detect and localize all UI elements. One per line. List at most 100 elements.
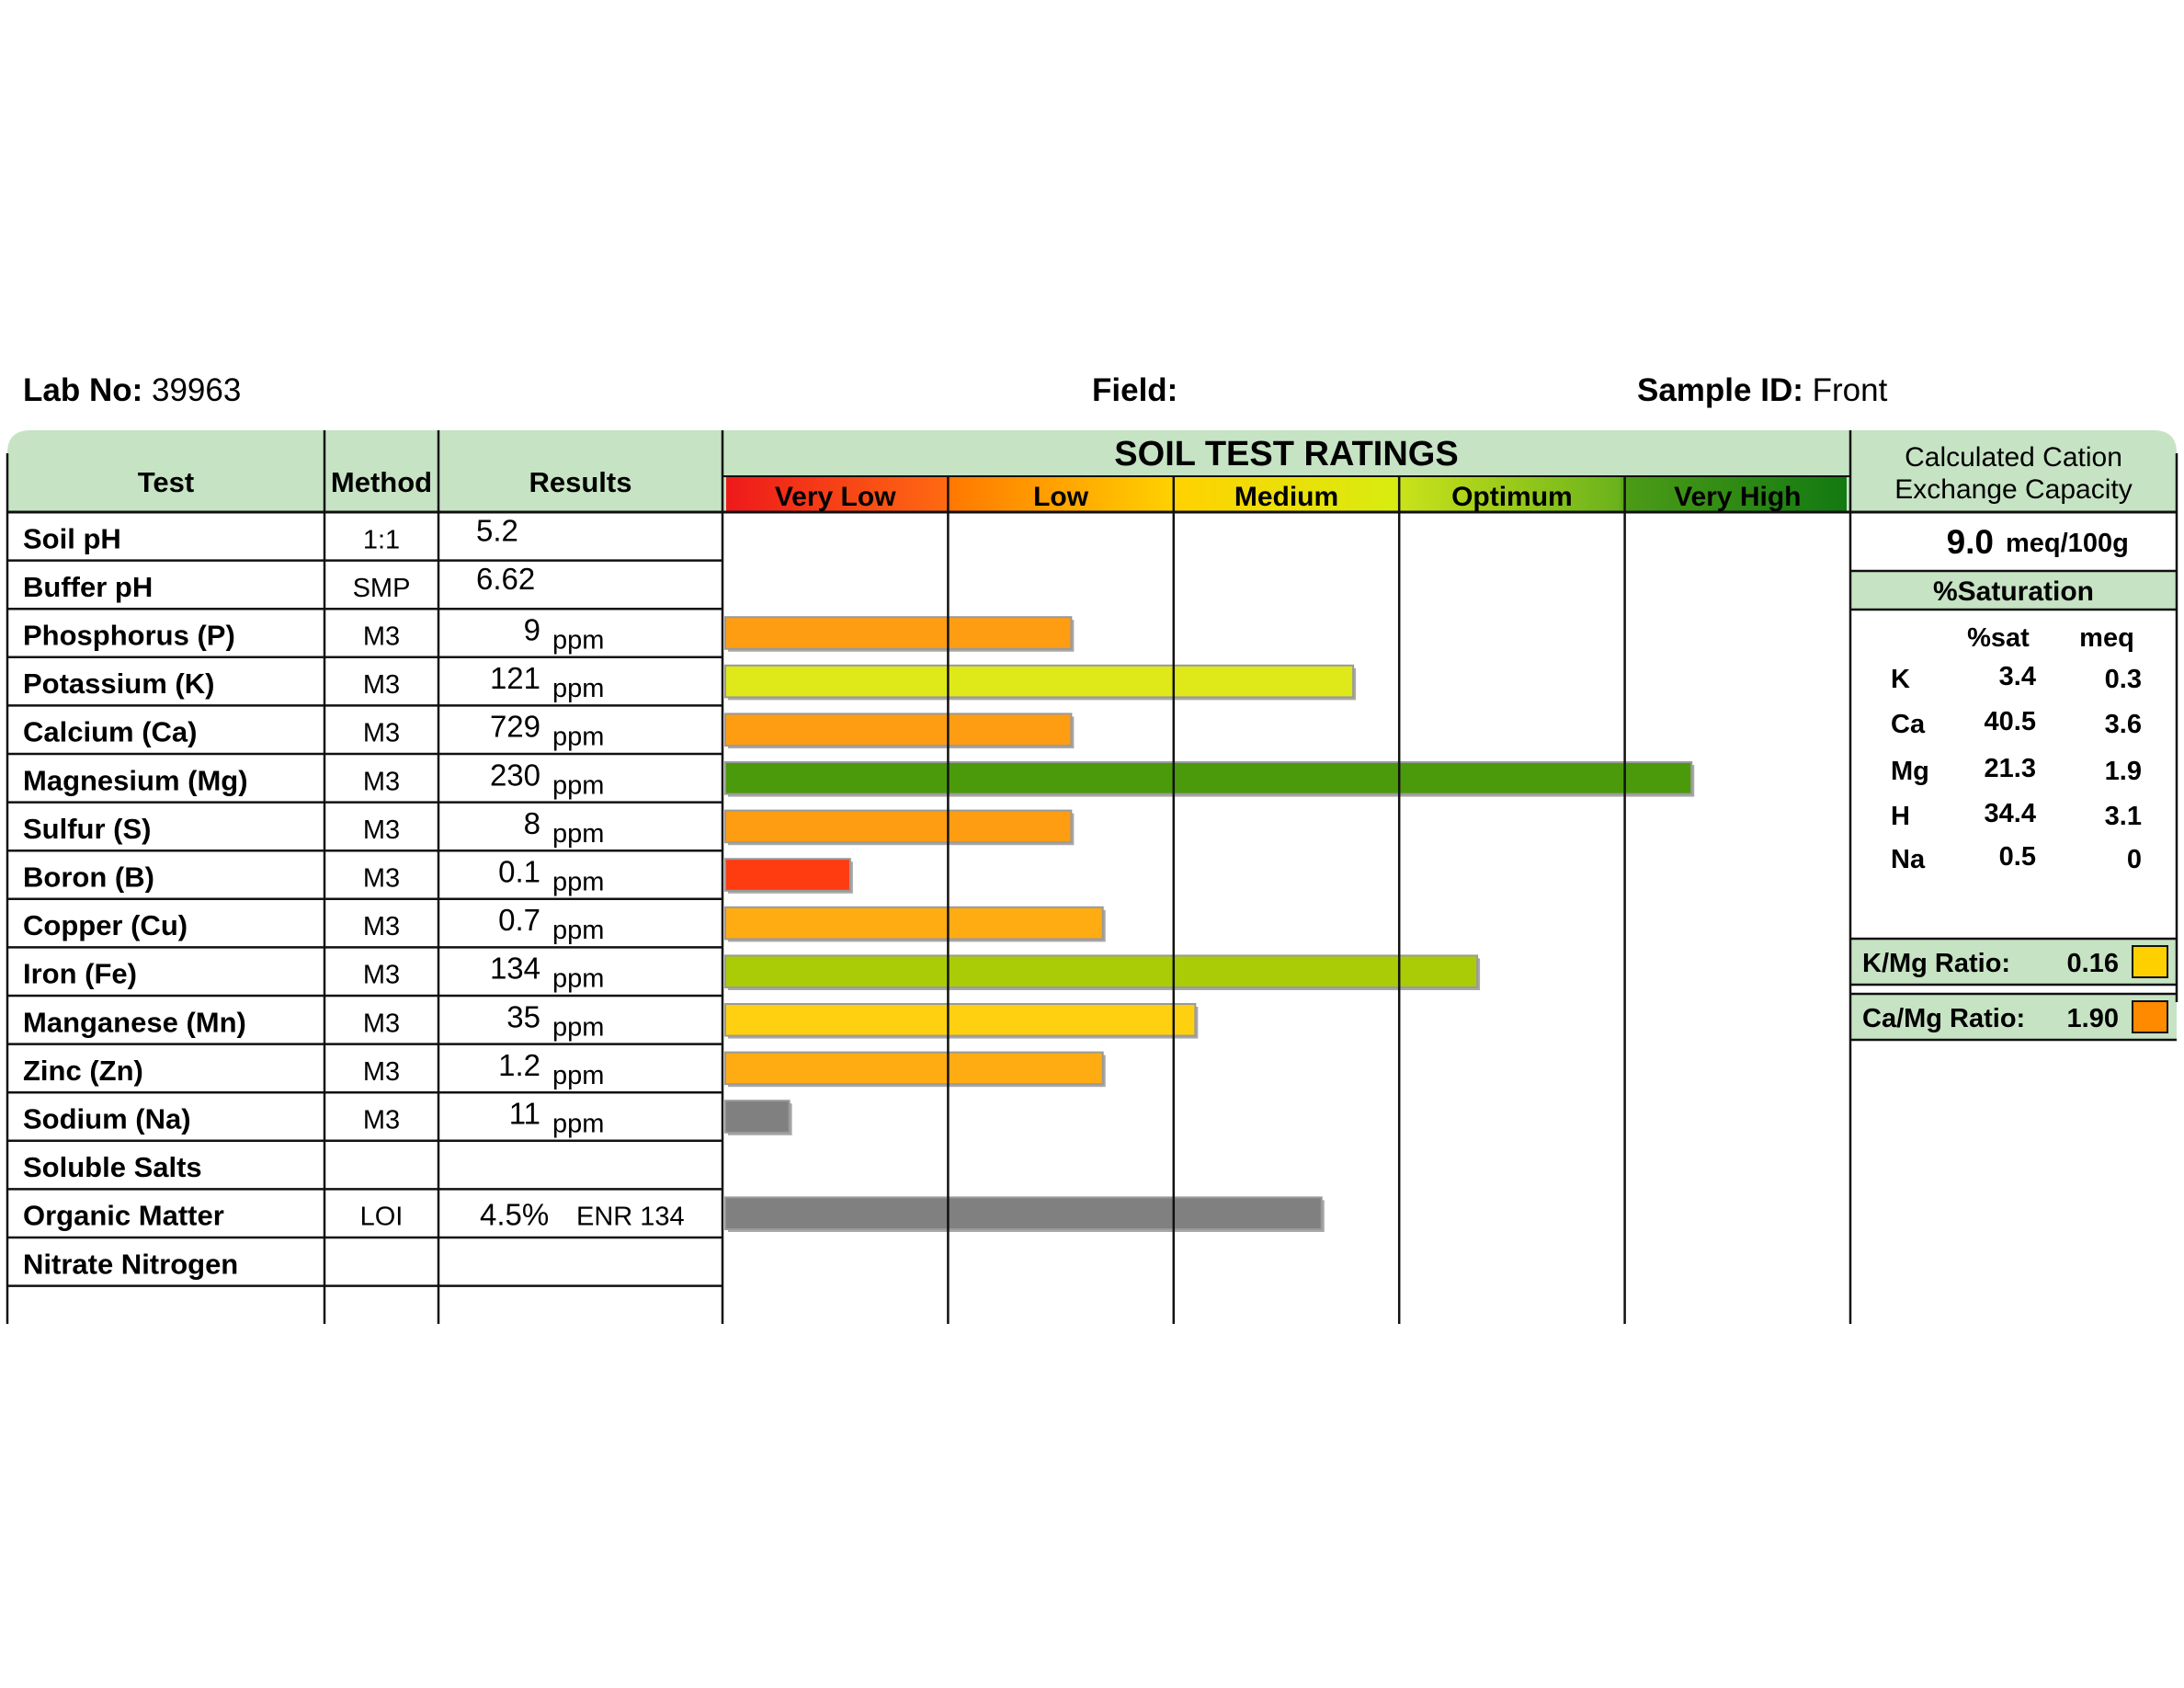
- field-label: Field:: [1092, 372, 1178, 408]
- sat-meq: 0: [2127, 845, 2142, 874]
- test-method: M3: [363, 767, 400, 796]
- test-name: Calcium (Ca): [23, 716, 197, 748]
- result-value: 230: [490, 758, 540, 792]
- result-value: 9: [524, 613, 540, 647]
- test-method: 1:1: [363, 525, 400, 554]
- cec-title-line2: Exchange Capacity: [1894, 474, 2133, 505]
- table-text: Test Method Results SOIL TEST RATINGS Very L…: [23, 435, 1801, 1280]
- ratio-label: Ca/Mg Ratio:: [1862, 1004, 2025, 1033]
- rating-bar: [724, 664, 1355, 699]
- rating-bar: [724, 761, 1693, 795]
- test-method: M3: [363, 719, 400, 748]
- sat-meq: 1.9: [2105, 757, 2142, 786]
- ratio-swatch: [2132, 945, 2168, 978]
- test-name: Potassium (K): [23, 667, 214, 700]
- result-value: 6.62: [476, 562, 535, 596]
- test-name: Sulfur (S): [23, 813, 152, 845]
- result-value: 0.7: [498, 903, 540, 937]
- sat-meq: 0.3: [2105, 665, 2142, 694]
- result-value: 134: [490, 952, 540, 986]
- sat-percent: 21.3: [1985, 754, 2036, 783]
- test-name: Zinc (Zn): [23, 1055, 143, 1087]
- test-name: Magnesium (Mg): [23, 764, 248, 796]
- test-method: M3: [363, 670, 400, 700]
- col-header-method: Method: [331, 466, 432, 498]
- test-name: Copper (Cu): [23, 909, 188, 941]
- sat-percent: 0.5: [1999, 842, 2036, 872]
- result-value: 4.5%: [480, 1198, 549, 1232]
- rating-bar: [724, 1196, 1323, 1231]
- test-method: M3: [363, 1057, 400, 1087]
- test-name: Manganese (Mn): [23, 1006, 246, 1038]
- result-unit: ppm: [552, 1061, 604, 1090]
- col-header-results: Results: [529, 466, 632, 498]
- sat-percent: 3.4: [1999, 662, 2036, 691]
- result-unit: ppm: [552, 916, 604, 945]
- sat-percent: 34.4: [1985, 799, 2036, 828]
- saturation-header-bg: [1850, 571, 2177, 610]
- ratings-title: SOIL TEST RATINGS: [1114, 435, 1458, 473]
- test-name: Organic Matter: [23, 1200, 224, 1232]
- result-unit: ppm: [552, 1012, 604, 1042]
- test-name: Soil pH: [23, 522, 121, 554]
- test-name: Buffer pH: [23, 571, 153, 603]
- ratio-value: 0.16: [2067, 949, 2119, 978]
- rating-bar: [724, 1003, 1197, 1037]
- rating-bars: [724, 616, 1695, 1232]
- km-ratio-bg: [1850, 939, 2177, 985]
- result-value: 11: [509, 1097, 540, 1131]
- band-label: Medium: [1234, 482, 1338, 512]
- ratio-swatch: [2132, 1000, 2168, 1033]
- test-method: M3: [363, 1009, 400, 1038]
- test-name: Nitrate Nitrogen: [23, 1248, 238, 1280]
- test-method: M3: [363, 961, 400, 990]
- band-label: Very High: [1674, 482, 1801, 512]
- rating-bar: [724, 906, 1104, 941]
- test-method: M3: [363, 815, 400, 845]
- result-unit: ppm: [552, 674, 604, 703]
- result-value: 729: [490, 710, 540, 744]
- ratio-label: K/Mg Ratio:: [1862, 949, 2010, 978]
- result-unit: ppm: [552, 626, 604, 656]
- result-extra: ENR 134: [576, 1203, 685, 1232]
- rating-bar: [724, 858, 851, 892]
- test-method: LOI: [360, 1203, 404, 1232]
- rating-bar: [724, 616, 1073, 650]
- sat-col-header: %sat: [1967, 623, 2030, 653]
- cec-header-bg: [1850, 430, 2177, 512]
- test-method: M3: [363, 864, 400, 894]
- col-header-test: Test: [138, 466, 194, 498]
- lab-number-label: Lab No:: [23, 372, 143, 408]
- band-label: Very Low: [775, 482, 896, 512]
- cam-ratio-bg: [1850, 994, 2177, 1040]
- test-method: SMP: [353, 574, 411, 603]
- rating-band-bar: [726, 476, 1847, 512]
- sample-id-label: Sample ID:: [1637, 372, 1803, 408]
- meq-col-header: meq: [2079, 623, 2134, 653]
- result-value: 35: [506, 999, 540, 1033]
- test-name: Phosphorus (P): [23, 620, 235, 652]
- test-name: Soluble Salts: [23, 1151, 202, 1183]
- lab-number-value: 39963: [152, 372, 242, 408]
- rating-bar: [724, 809, 1073, 844]
- sample-id-value: Front: [1812, 372, 1888, 408]
- result-unit: ppm: [552, 1110, 604, 1139]
- test-name: Sodium (Na): [23, 1103, 191, 1135]
- cec-unit: meq/100g: [2006, 529, 2129, 558]
- grid-lines: [6, 430, 2178, 1324]
- band-label: Low: [1033, 482, 1089, 512]
- sample-id: Sample ID: Front: [1637, 368, 1887, 414]
- cec-value: 9.0: [1947, 523, 1994, 561]
- rating-band: [726, 476, 1847, 512]
- sat-meq: 3.6: [2105, 710, 2142, 739]
- lab-number: Lab No: 39963: [23, 368, 241, 414]
- sat-element: K: [1891, 665, 1910, 694]
- sat-percent: 40.5: [1985, 707, 2036, 736]
- test-method: M3: [363, 622, 400, 652]
- result-value: 5.2: [476, 513, 518, 547]
- test-method: M3: [363, 1106, 400, 1135]
- result-value: 0.1: [498, 855, 540, 889]
- band-label: Optimum: [1451, 482, 1573, 512]
- result-unit: ppm: [552, 868, 604, 897]
